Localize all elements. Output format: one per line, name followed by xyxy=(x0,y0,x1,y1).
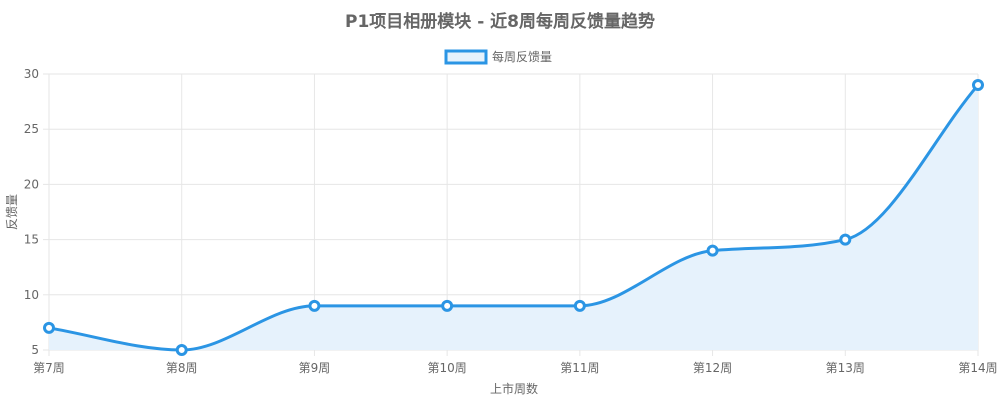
data-point xyxy=(175,344,188,356)
y-tick-label: 10 xyxy=(24,288,39,302)
data-point xyxy=(308,299,321,312)
y-tick-label: 25 xyxy=(24,122,39,136)
x-tick-label: 第10周 xyxy=(428,361,467,375)
legend-swatch xyxy=(444,49,488,65)
x-tick-label: 第13周 xyxy=(826,361,865,375)
legend[interactable]: 每周反馈量 xyxy=(444,49,552,65)
data-point xyxy=(43,321,55,334)
x-axis: 第7周 第8周 第9周 第10周 第11周 第12周 第13周 第14周 xyxy=(33,361,997,375)
x-axis-title: 上市周数 xyxy=(490,381,538,396)
x-tick-label: 第7周 xyxy=(33,361,65,375)
x-tick-label: 第12周 xyxy=(693,361,732,375)
chart-title: P1项目相册模块 - 近8周每周反馈量趋势 xyxy=(345,11,655,32)
x-tick-label: 第9周 xyxy=(299,361,331,375)
x-tick-label: 第8周 xyxy=(166,361,198,375)
data-point xyxy=(839,233,852,246)
x-tick-label: 第11周 xyxy=(560,361,599,375)
x-tick-label: 第14周 xyxy=(958,361,997,375)
y-tick-label: 5 xyxy=(31,343,39,357)
data-point xyxy=(706,244,719,257)
y-tick-label: 20 xyxy=(24,177,39,191)
y-axis-title: 反馈量 xyxy=(5,194,19,230)
data-point xyxy=(972,79,984,92)
legend-label: 每周反馈量 xyxy=(492,49,552,64)
y-tick-label: 15 xyxy=(24,233,39,247)
series-area xyxy=(49,85,978,350)
data-point xyxy=(441,299,454,312)
y-axis: 5 10 15 20 25 30 xyxy=(24,67,49,357)
data-point xyxy=(573,299,586,312)
plot-area xyxy=(43,79,984,356)
y-tick-label: 30 xyxy=(24,67,39,81)
